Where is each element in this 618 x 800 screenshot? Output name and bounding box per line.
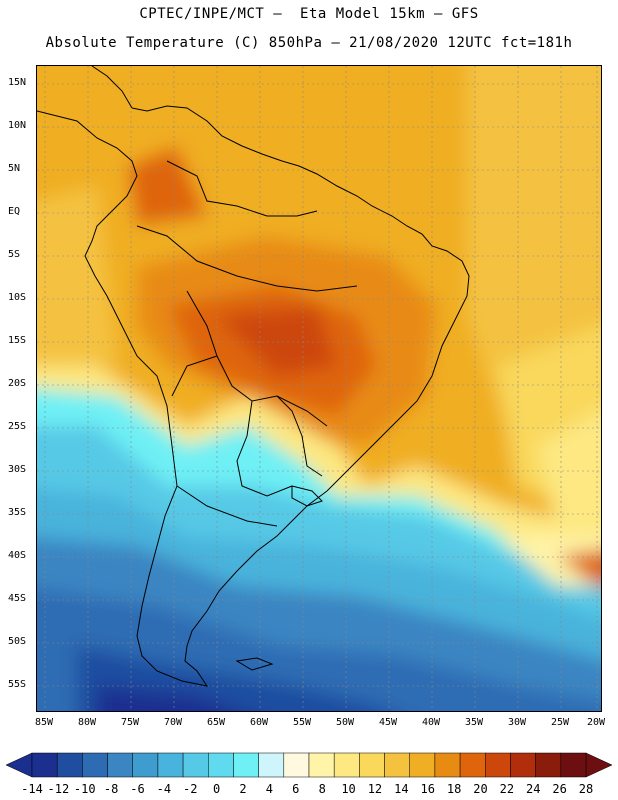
colorbar-label: -8 bbox=[103, 782, 119, 796]
colorbar-label: -12 bbox=[47, 782, 70, 796]
colorbar-swatch bbox=[384, 752, 410, 778]
lat-label: 15S bbox=[8, 335, 27, 346]
lat-label: 10N bbox=[8, 120, 27, 131]
lat-label: EQ bbox=[8, 206, 21, 217]
lon-label: 50W bbox=[335, 717, 355, 728]
lat-label: 20S bbox=[8, 378, 27, 389]
colorbar-swatch bbox=[434, 752, 461, 778]
lon-label: 20W bbox=[586, 717, 606, 728]
colorbar-label: -10 bbox=[73, 782, 96, 796]
lat-label: 5N bbox=[8, 163, 21, 174]
colorbar-label: 22 bbox=[499, 782, 515, 796]
colorbar-label: 20 bbox=[473, 782, 488, 796]
colorbar-label: 4 bbox=[265, 782, 274, 796]
colorbar-swatch bbox=[283, 752, 310, 778]
lon-label: 70W bbox=[163, 717, 183, 728]
lat-label: 50S bbox=[8, 636, 27, 647]
colorbar-swatch bbox=[485, 752, 511, 778]
lat-label: 40S bbox=[8, 550, 27, 561]
lon-label: 25W bbox=[550, 717, 570, 728]
colorbar-swatch bbox=[510, 752, 536, 778]
lat-label: 5S bbox=[8, 249, 21, 260]
chart-title-line1: CPTEC/INPE/MCT – Eta Model 15km – GFS bbox=[139, 6, 479, 22]
lat-label: 45S bbox=[8, 593, 27, 604]
grid-lines bbox=[37, 66, 601, 711]
colorbar-label: 2 bbox=[239, 782, 247, 796]
colorbar-right-arrow bbox=[585, 752, 612, 778]
colorbar-swatch bbox=[359, 752, 385, 778]
lon-label: 60W bbox=[249, 717, 269, 728]
lon-label: 30W bbox=[507, 717, 527, 728]
colorbar-swatch bbox=[157, 752, 184, 778]
colorbar-label: 26 bbox=[552, 782, 567, 796]
lat-label: 25S bbox=[8, 421, 27, 432]
lon-label: 65W bbox=[206, 717, 226, 728]
colorbar-swatch bbox=[82, 752, 108, 778]
colorbar-label: 12 bbox=[367, 782, 383, 796]
colorbar-swatch bbox=[182, 752, 209, 778]
colorbar-swatch bbox=[56, 752, 83, 778]
lat-label: 15N bbox=[8, 77, 27, 88]
lat-label: 10S bbox=[8, 292, 27, 303]
lat-label: 30S bbox=[8, 464, 27, 475]
lon-label: 40W bbox=[421, 717, 441, 728]
colorbar-swatch bbox=[132, 752, 159, 778]
colorbar-label: 14 bbox=[394, 782, 409, 796]
colorbar-label: 24 bbox=[526, 782, 541, 796]
colorbar bbox=[6, 752, 612, 778]
map-frame bbox=[36, 65, 602, 712]
lat-label: 35S bbox=[8, 507, 27, 518]
colorbar-swatch bbox=[107, 752, 133, 778]
colorbar-swatch bbox=[409, 752, 436, 778]
lon-label: 85W bbox=[34, 717, 54, 728]
colorbar-label: -14 bbox=[21, 782, 43, 796]
colorbar-label: 10 bbox=[341, 782, 356, 796]
colorbar-label: -4 bbox=[156, 782, 172, 796]
colorbar-label: 0 bbox=[213, 782, 221, 796]
lon-label: 75W bbox=[120, 717, 140, 728]
colorbar-swatch bbox=[535, 752, 562, 778]
colorbar-swatch bbox=[560, 752, 587, 778]
lon-label: 45W bbox=[378, 717, 398, 728]
colorbar-label: 28 bbox=[578, 782, 594, 796]
colorbar-swatch bbox=[233, 752, 259, 778]
colorbar-swatch bbox=[31, 752, 58, 778]
lon-label: 80W bbox=[77, 717, 97, 728]
colorbar-label: 8 bbox=[318, 782, 326, 796]
lon-label: 55W bbox=[292, 717, 312, 728]
lon-label: 35W bbox=[464, 717, 484, 728]
colorbar-swatch bbox=[308, 752, 335, 778]
colorbar-swatch bbox=[333, 752, 360, 778]
colorbar-label: -6 bbox=[130, 782, 145, 796]
colorbar-label: -2 bbox=[183, 782, 198, 796]
coastline bbox=[37, 66, 470, 687]
colorbar-left-arrow bbox=[6, 752, 33, 778]
colorbar-swatch bbox=[258, 752, 285, 778]
colorbar-swatch bbox=[459, 752, 486, 778]
colorbar-label: 16 bbox=[420, 782, 435, 796]
colorbar-label: 6 bbox=[292, 782, 300, 796]
temperature-field bbox=[37, 66, 601, 711]
lat-label: 55S bbox=[8, 679, 27, 690]
colorbar-swatch bbox=[208, 752, 234, 778]
temperature-map bbox=[37, 66, 601, 711]
colorbar-label: 18 bbox=[446, 782, 462, 796]
chart-title-line2: Absolute Temperature (C) 850hPa – 21/08/… bbox=[45, 35, 573, 51]
